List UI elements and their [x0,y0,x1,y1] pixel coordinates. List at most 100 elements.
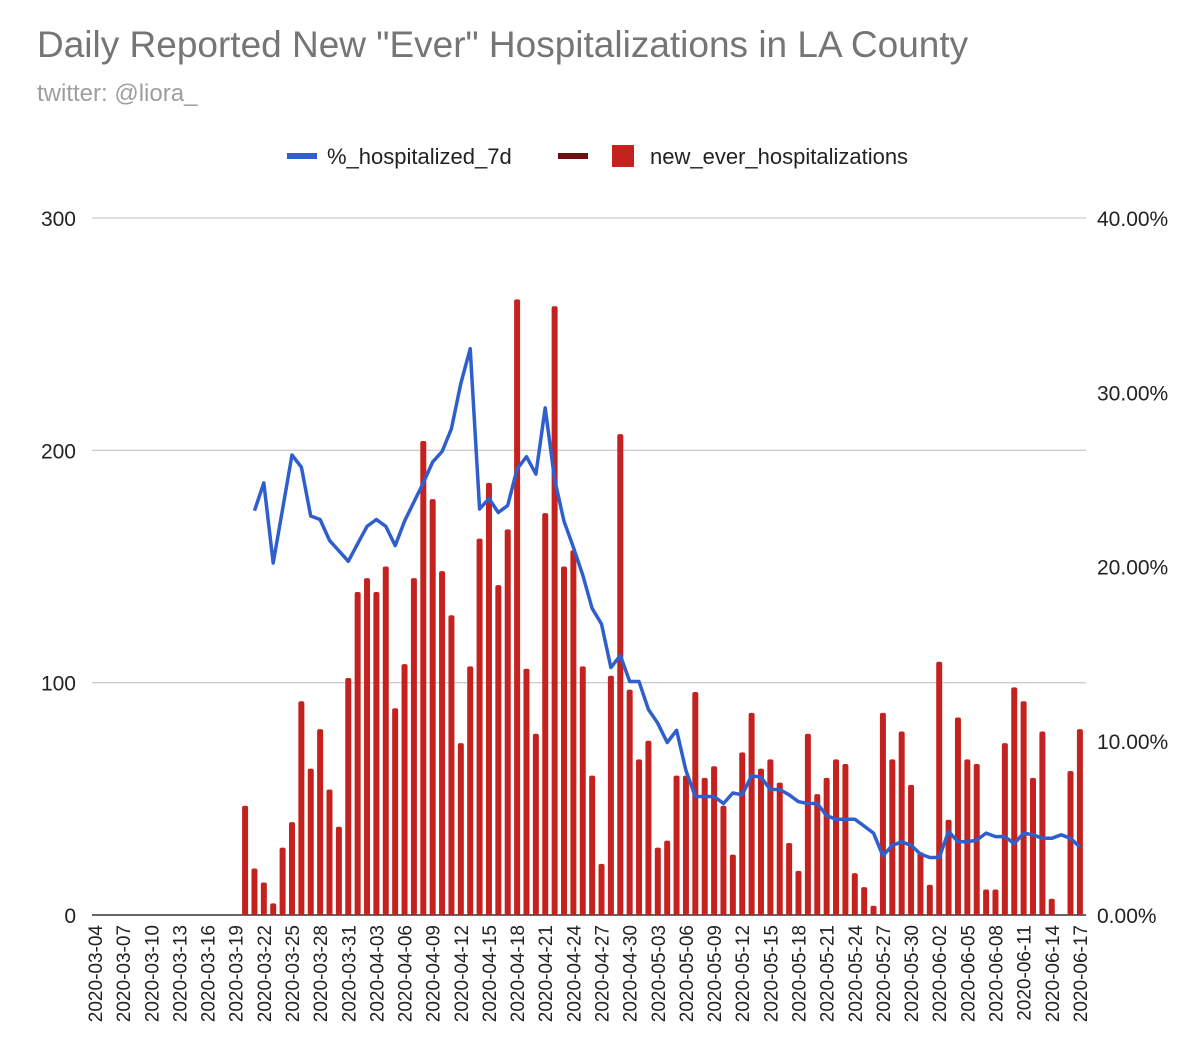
bar [814,794,821,915]
bar [776,782,783,915]
legend: %_hospitalized_7d new_ever_hospitalizati… [287,144,908,169]
x-tick-label: 2020-03-22 [255,925,276,1022]
x-tick-label: 2020-06-14 [1043,925,1064,1023]
bar [523,668,530,915]
x-tick-label: 2020-04-27 [593,925,614,1022]
x-tick-label: 2020-04-21 [536,925,557,1022]
bar [242,805,249,915]
bar [645,740,652,915]
bar [392,708,399,915]
x-tick-label: 2020-03-25 [283,925,304,1022]
x-tick-label: 2020-03-10 [142,925,163,1022]
x-tick-label: 2020-05-03 [649,925,670,1022]
bar [298,701,305,915]
x-tick-label: 2020-05-21 [818,925,839,1022]
bar [626,689,633,915]
bar [420,441,427,915]
x-tick-label: 2020-03-13 [170,925,191,1022]
bar [288,822,295,915]
bar [879,712,886,915]
bar [448,615,455,915]
bar [607,675,614,915]
chart-title: Daily Reported New "Ever" Hospitalizatio… [37,24,969,65]
y-right-tick-label: 0.00% [1097,905,1157,928]
bar [1076,729,1083,915]
bar [654,847,661,915]
bar [851,873,858,915]
bar [636,759,643,915]
bar [729,854,736,915]
bar [364,578,371,915]
bar [401,664,408,915]
bar [260,882,267,915]
bar [917,852,924,915]
bar [1030,777,1036,915]
bar [279,847,286,915]
bar [983,889,990,915]
line-series-hospitalized-7d [252,346,1082,860]
bar [964,759,971,915]
bar [926,884,933,915]
bar [870,905,877,915]
bar [532,733,539,915]
x-tick-label: 2020-04-09 [424,925,445,1022]
bar [833,759,840,915]
bar [823,777,830,915]
bar [692,691,699,915]
legend-dark-marker [558,153,588,159]
x-tick-label: 2020-06-05 [958,925,979,1022]
bar [936,661,943,915]
bar [682,775,689,915]
bar [954,717,961,915]
bar [589,775,596,915]
x-tick-label: 2020-06-08 [986,925,1007,1022]
chart-subtitle: twitter: @liora_ [37,80,198,107]
bar [908,784,915,915]
bar [457,743,464,915]
bar [373,592,380,915]
bar [251,868,258,915]
bar [945,819,952,915]
x-tick-label: 2020-05-24 [846,925,867,1023]
y-right-tick-label: 40.00% [1097,208,1168,231]
bar [673,775,680,915]
bar [354,592,361,915]
bar [757,768,764,915]
bar [317,729,324,915]
bar [598,863,605,915]
x-tick-label: 2020-06-11 [1015,925,1036,1021]
bar [514,299,521,916]
bar [739,752,746,915]
bar [335,826,342,915]
bar [382,566,389,915]
bar [842,763,849,915]
x-tick-label: 2020-05-18 [790,925,811,1022]
bar [270,903,277,915]
bar [617,434,624,915]
x-tick-label: 2020-04-15 [480,925,501,1022]
x-tick-label: 2020-03-31 [339,925,360,1022]
bar [767,759,774,915]
x-tick-label: 2020-04-30 [621,925,642,1022]
bar [410,578,417,915]
bar [476,538,483,915]
bar [720,805,727,915]
legend-bar-marker [612,145,634,167]
bar [1048,898,1055,915]
bar [701,777,708,915]
y-right-tick-label: 30.00% [1097,382,1168,405]
bar [495,585,502,915]
x-tick-label: 2020-05-27 [874,925,895,1022]
bar [326,789,333,915]
x-tick-label: 2020-04-24 [564,925,585,1023]
bar [1011,687,1018,915]
bar [485,482,492,915]
bar [804,733,811,915]
x-tick-label: 2020-03-19 [227,925,248,1022]
x-tick-label: 2020-03-16 [199,925,220,1022]
bar [570,550,577,915]
y-right-tick-label: 10.00% [1097,731,1168,754]
x-tick-label: 2020-04-18 [508,925,529,1022]
bar [579,666,586,915]
